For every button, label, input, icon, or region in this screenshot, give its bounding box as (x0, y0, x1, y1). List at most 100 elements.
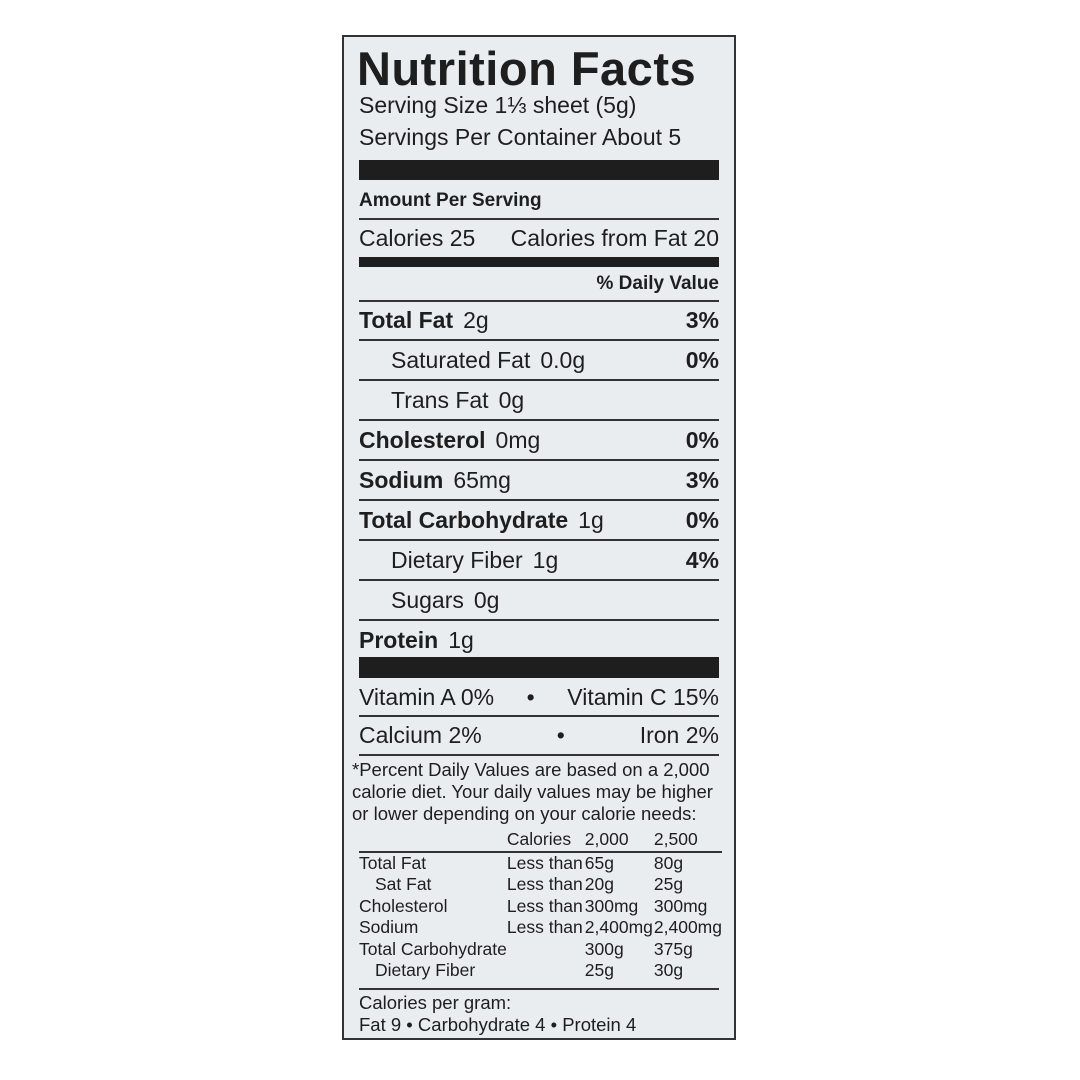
mineral-row: Calcium 2% • Iron 2% (359, 722, 719, 749)
nutrient-label: Cholesterol 0mg (359, 427, 540, 454)
nutrient-name: Total Carbohydrate (359, 507, 569, 533)
nutrient-name: Protein (359, 627, 439, 653)
table-row: Total Carbohydrate 300g 375g (359, 939, 722, 961)
nutrient-row: Sugars 0g (359, 587, 719, 614)
amount-per-serving: Amount Per Serving (359, 190, 542, 211)
table-cell: 25g (584, 960, 614, 980)
nutrient-row: Cholesterol 0mg 0% (359, 427, 719, 454)
table-row: Dietary Fiber 25g 30g (359, 960, 722, 982)
daily-value-header: % Daily Value (359, 273, 719, 295)
table-cell: Sodium (359, 917, 419, 937)
nutrient-daily-value: 0% (685, 507, 719, 533)
bullet: • (526, 684, 535, 710)
nutrient-label: Saturated Fat 0.0g (359, 347, 585, 374)
nutrient-daily-value: 4% (685, 547, 719, 573)
table-cell: 65g (584, 852, 614, 873)
table-cell (507, 939, 585, 961)
nutrient-label: Total Carbohydrate 1g (359, 507, 604, 534)
table-cell: Sat Fat (375, 874, 432, 894)
thick-divider (359, 657, 719, 678)
divider (359, 539, 719, 541)
nutrient-amount: 2g (463, 307, 489, 333)
nutrient-amount: 0g (473, 587, 500, 613)
table-cell: 80g (653, 852, 684, 873)
nutrient-name: Dietary Fiber (391, 547, 523, 573)
nutrient-amount: 65mg (453, 467, 511, 493)
calories-from-fat: Calories from Fat 20 (510, 225, 719, 251)
nutrient-row: Saturated Fat 0.0g 0% (359, 347, 719, 374)
thick-divider (359, 257, 719, 267)
table-cell: 30g (653, 960, 684, 980)
vitamin-c: Vitamin C 15% (567, 684, 719, 710)
nutrient-daily-value: 3% (685, 467, 719, 493)
divider (359, 579, 719, 581)
vitamin-row: Vitamin A 0% • Vitamin C 15% (359, 684, 719, 711)
table-cell: Cholesterol (359, 895, 448, 916)
table-cell: Less than (506, 852, 583, 873)
nutrient-row: Trans Fat 0g (359, 387, 719, 414)
nutrient-row: Total Carbohydrate 1g 0% (359, 507, 719, 534)
nutrient-name: Trans Fat (391, 387, 489, 413)
bullet: • (556, 722, 565, 748)
table-row: Sodium Less than 2,400mg 2,400mg (359, 917, 722, 939)
nutrient-row: Dietary Fiber 1g 4% (359, 547, 719, 574)
servings-per-container: Servings Per Container About 5 (359, 124, 682, 150)
table-row: Total Fat Less than 65g 80g (359, 852, 722, 875)
table-cell: Dietary Fiber (375, 960, 476, 980)
label-title: Nutrition Facts (357, 42, 697, 95)
calories: Calories 25 (359, 225, 476, 251)
divider (359, 419, 719, 421)
divider (359, 619, 719, 621)
table-cell: Total Fat (359, 852, 427, 873)
nutrient-label: Trans Fat 0g (359, 387, 524, 414)
calories-per-gram-values: Fat 9 • Carbohydrate 4 • Protein 4 (359, 1014, 637, 1035)
divider (359, 754, 719, 756)
nutrient-row: Sodium 65mg 3% (359, 467, 719, 494)
table-cell (507, 960, 585, 982)
table-cell: Less than (506, 895, 583, 916)
table-cell: 300g (584, 938, 624, 959)
table-cell: Total Carbohydrate (359, 938, 507, 959)
nutrient-name: Sugars (391, 587, 464, 613)
nutrient-amount: 1g (532, 547, 559, 573)
table-cell: 25g (653, 874, 684, 894)
divider (359, 988, 719, 990)
nutrient-label: Sodium 65mg (359, 467, 511, 494)
nutrient-amount: 1g (578, 507, 604, 533)
iron: Iron 2% (639, 722, 719, 748)
nutrient-row: Protein 1g (359, 627, 719, 654)
thick-divider (359, 160, 719, 180)
calories-row: Calories 25 Calories from Fat 20 (359, 225, 719, 252)
nutrient-name: Saturated Fat (391, 347, 531, 373)
daily-value-table: Calories 2,000 2,500 Total Fat Less than 65g 8… (359, 829, 722, 982)
calcium: Calcium 2% (359, 722, 482, 748)
table-cell: 2,400mg (653, 917, 722, 937)
nutrient-name: Sodium (359, 467, 444, 493)
daily-value-header-text: % Daily Value (596, 273, 719, 294)
nutrient-label: Total Fat 2g (359, 307, 489, 334)
table-cell: Less than (506, 917, 583, 937)
divider (359, 379, 719, 381)
nutrient-label: Protein 1g (359, 627, 474, 654)
table-cell (359, 829, 507, 852)
divider (359, 499, 719, 501)
nutrient-amount: 0g (498, 387, 525, 413)
table-cell: 375g (653, 938, 693, 959)
table-cell: 20g (584, 874, 614, 894)
table-cell: 2,400mg (584, 917, 653, 937)
nutrient-amount: 1g (448, 627, 474, 653)
divider (359, 715, 719, 717)
footnote: *Percent Daily Values are based on a 2,0… (352, 759, 713, 824)
vitamin-a: Vitamin A 0% (359, 684, 495, 710)
serving-size: Serving Size 1⅓ sheet (5g) (359, 92, 637, 118)
calories-per-gram: Calories per gram: (359, 992, 512, 1013)
divider (359, 218, 719, 220)
divider (359, 459, 719, 461)
table-row: Sat Fat Less than 20g 25g (359, 874, 722, 896)
nutrient-amount: 0mg (495, 427, 541, 453)
nutrient-row: Total Fat 2g 3% (359, 307, 719, 334)
nutrient-label: Dietary Fiber 1g (359, 547, 558, 574)
table-header: Calories 2,000 2,500 (359, 829, 722, 852)
nutrient-daily-value: 0% (685, 347, 719, 373)
divider (359, 300, 719, 302)
